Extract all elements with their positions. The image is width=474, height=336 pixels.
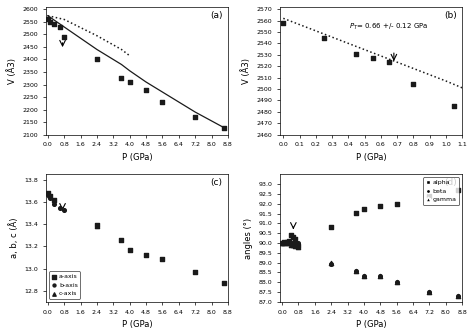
gamma — [285, 240, 293, 246]
Point — [118, 76, 125, 81]
Point — [369, 55, 376, 61]
beta — [295, 240, 302, 246]
beta — [280, 239, 288, 245]
Legend: alpha, beta, gamma: alpha, beta, gamma — [422, 177, 459, 205]
beta — [283, 239, 291, 245]
gamma — [292, 243, 299, 249]
Text: (c): (c) — [210, 178, 222, 187]
beta — [290, 240, 297, 246]
alpha — [280, 239, 288, 245]
beta — [426, 289, 433, 295]
alpha — [288, 233, 295, 238]
beta — [393, 280, 401, 285]
gamma — [288, 242, 295, 248]
gamma — [360, 274, 368, 279]
alpha — [295, 243, 302, 249]
a-axis — [126, 247, 134, 252]
Point — [56, 24, 64, 30]
beta — [360, 274, 368, 279]
a-axis — [220, 280, 228, 286]
Point — [60, 34, 68, 40]
gamma — [454, 293, 462, 299]
Point — [220, 126, 228, 131]
b-axis — [50, 202, 58, 207]
gamma — [328, 260, 335, 265]
Text: (a): (a) — [210, 11, 222, 20]
Y-axis label: a, b, c (Å): a, b, c (Å) — [9, 218, 18, 258]
alpha — [393, 201, 401, 206]
beta — [292, 240, 299, 246]
Point — [142, 87, 150, 92]
Point — [126, 79, 134, 85]
Text: $P_T$= 0.66 +/- 0.12 GPa: $P_T$= 0.66 +/- 0.12 GPa — [349, 22, 428, 33]
Point — [50, 22, 58, 27]
a-axis — [46, 194, 54, 199]
a-axis — [191, 269, 199, 275]
Point — [280, 20, 287, 26]
alpha — [283, 239, 291, 245]
gamma — [393, 280, 401, 285]
Point — [44, 17, 52, 22]
alpha — [426, 193, 433, 199]
a-axis — [44, 191, 52, 196]
a-axis — [159, 256, 166, 261]
X-axis label: P (GPa): P (GPa) — [121, 320, 152, 329]
gamma — [280, 240, 288, 246]
alpha — [278, 240, 286, 246]
Point — [353, 51, 360, 56]
a-axis — [142, 253, 150, 258]
Point — [93, 57, 100, 62]
alpha — [352, 210, 360, 215]
alpha — [290, 235, 297, 240]
Y-axis label: V (Å3): V (Å3) — [7, 58, 17, 84]
Point — [385, 59, 393, 64]
gamma — [295, 244, 302, 250]
beta — [288, 240, 295, 246]
gamma — [290, 242, 297, 248]
b-axis — [56, 205, 64, 210]
gamma — [283, 240, 291, 246]
Text: (d): (d) — [444, 178, 457, 187]
a-axis — [118, 237, 125, 242]
Text: (b): (b) — [444, 11, 457, 20]
Point — [410, 82, 417, 87]
Legend: a-axis, b-axis, c-axis: a-axis, b-axis, c-axis — [49, 271, 80, 299]
gamma — [352, 269, 360, 274]
c-axis — [93, 224, 100, 229]
beta — [352, 269, 360, 274]
X-axis label: P (GPa): P (GPa) — [121, 153, 152, 162]
a-axis — [50, 197, 58, 203]
b-axis — [44, 193, 52, 198]
X-axis label: P (GPa): P (GPa) — [356, 320, 386, 329]
alpha — [376, 203, 384, 208]
gamma — [376, 274, 384, 279]
Point — [159, 99, 166, 105]
gamma — [426, 289, 433, 295]
Point — [191, 114, 199, 120]
Point — [46, 19, 54, 25]
Point — [450, 103, 458, 109]
Point — [320, 35, 328, 40]
beta — [454, 293, 462, 299]
b-axis — [46, 195, 54, 200]
a-axis — [93, 223, 100, 228]
beta — [376, 274, 384, 279]
alpha — [360, 206, 368, 211]
alpha — [292, 236, 299, 242]
Y-axis label: V (Å3): V (Å3) — [241, 58, 251, 84]
alpha — [454, 187, 462, 193]
beta — [285, 240, 293, 246]
beta — [278, 240, 286, 246]
beta — [328, 261, 335, 266]
b-axis — [60, 207, 68, 212]
alpha — [285, 238, 293, 244]
alpha — [328, 224, 335, 230]
gamma — [278, 240, 286, 246]
X-axis label: P (GPa): P (GPa) — [356, 153, 386, 162]
Y-axis label: angles (°): angles (°) — [244, 217, 253, 259]
